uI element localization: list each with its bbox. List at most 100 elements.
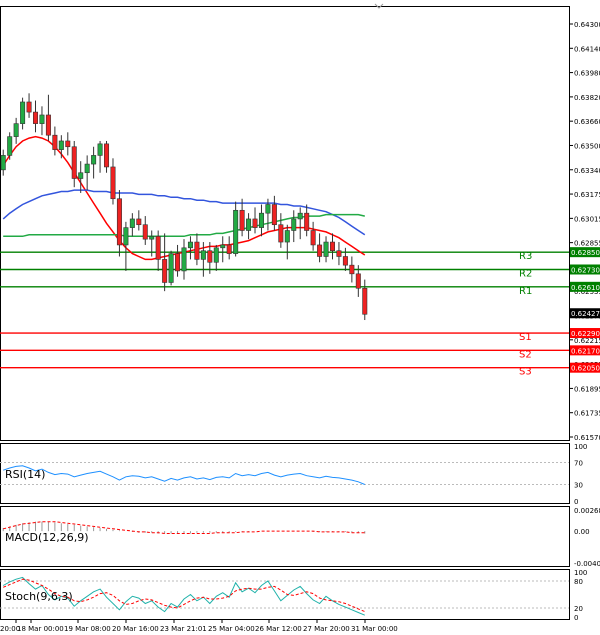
candle-body [71,146,77,179]
candle-body [349,264,355,275]
current-price-tag [570,308,600,319]
candle-body [175,253,181,272]
candle-body [78,172,84,179]
rsi-pane-frame [0,443,570,504]
level-price-tag [570,281,600,292]
macd-label: MACD(12,26,9) [5,531,89,544]
time-tick-label: 25 Mar 04:00 [208,625,255,633]
candle-body [323,241,329,257]
candle-body [129,218,135,228]
macd-indicator: 0.00268 0.00 -0.00404 [2,507,600,568]
candle-body [136,218,142,226]
level-label-s2: S2 [519,349,532,360]
time-tick-label: 19 Mar 08:00 [64,625,111,633]
price-tick-label: 0.63015 [574,215,600,223]
time-tick-label: 31 Mar 00:00 [351,625,398,633]
candle-body [39,114,45,124]
candle-body [149,235,155,240]
candle-body [284,230,290,243]
candle-body [265,204,271,214]
candle-body [181,247,187,272]
candle-body [239,209,245,231]
candle-body [13,123,19,137]
rsi-indicator: 100 70 30 0 [0,443,587,506]
candle-body [91,155,97,165]
candle-body [329,241,335,252]
indicator-tick-label: 80 [574,578,583,586]
level-price-tag [570,345,600,356]
level-price-tag [570,328,600,339]
level-price-tag [570,264,600,275]
scroll-marker-icon [374,3,384,9]
level-label-r2: R2 [519,268,532,279]
candle-body [142,224,148,240]
candle-body [252,218,258,228]
indicator-tick-label: 0.00 [574,528,590,536]
candle-body [116,198,122,246]
candle-body [200,250,206,260]
indicator-tick-label: 20 [574,605,583,613]
candle-body [162,259,168,283]
macd-pane-frame [0,506,570,567]
candle-body [58,140,64,150]
candle-body [155,235,161,260]
candle-body [342,256,348,266]
candles [0,93,368,321]
indicator-tick-label: 70 [574,460,583,468]
level-price-label: 0.62850 [571,249,600,257]
moving-average-line [2,189,366,236]
level-price-label: 0.62050 [571,365,600,373]
price-tick-label: 0.62215 [574,337,600,345]
indicator-tick-label: -0.00404 [574,560,600,568]
price-tick-label: 0.63175 [574,191,600,199]
candle-body [291,218,297,231]
indicator-tick-label: 100 [574,443,587,451]
candle-body [20,101,26,124]
candle-body [84,163,90,174]
indicator-tick-label: 0 [574,614,578,622]
price-tick-label: 0.62855 [574,240,600,248]
time-tick-label: 23 Mar 21:01 [160,625,207,633]
candle-body [0,155,6,171]
level-price-label: 0.62730 [571,266,600,274]
stoch-label: Stoch(9,6,3) [5,590,73,603]
candle-body [65,140,71,148]
candle-body [355,273,361,289]
time-tick-label: 27 Mar 20:00 [303,625,350,633]
stoch-pane-frame [0,569,570,620]
level-price-label: 0.62290 [571,330,600,338]
candle-body [187,241,193,249]
rsi-label: RSI(14) [5,468,45,481]
macd-signal-line [3,521,365,534]
time-tick-label: 18 Mar 00:00 [17,625,64,633]
level-price-label: 0.62170 [571,347,600,355]
time-tick-label: 26 Mar 12:00 [255,625,302,633]
candle-body [7,136,13,156]
rsi-line [3,465,365,485]
candle-body [26,101,32,113]
candle-body [123,227,129,246]
time-tick-label: 20:00 [0,625,20,633]
candle-body [297,212,303,220]
current-price-tag-group: 0.62427 [570,308,600,319]
indicator-tick-label: 30 [574,482,583,490]
candle-body [110,166,116,200]
candle-body [310,230,316,246]
candle-body [213,247,219,263]
candle-body [271,204,277,226]
level-price-label: 0.62610 [571,284,600,292]
stoch-signal-line [3,578,365,613]
candle-body [317,244,323,257]
candle-body [168,253,174,283]
candle-body [104,143,110,168]
support-resistance-levels: R3 0.62850 R2 0.62730 R1 0.62610 S1 0.62290 S2 0.… [0,247,600,378]
level-label-s1: S1 [519,332,532,343]
